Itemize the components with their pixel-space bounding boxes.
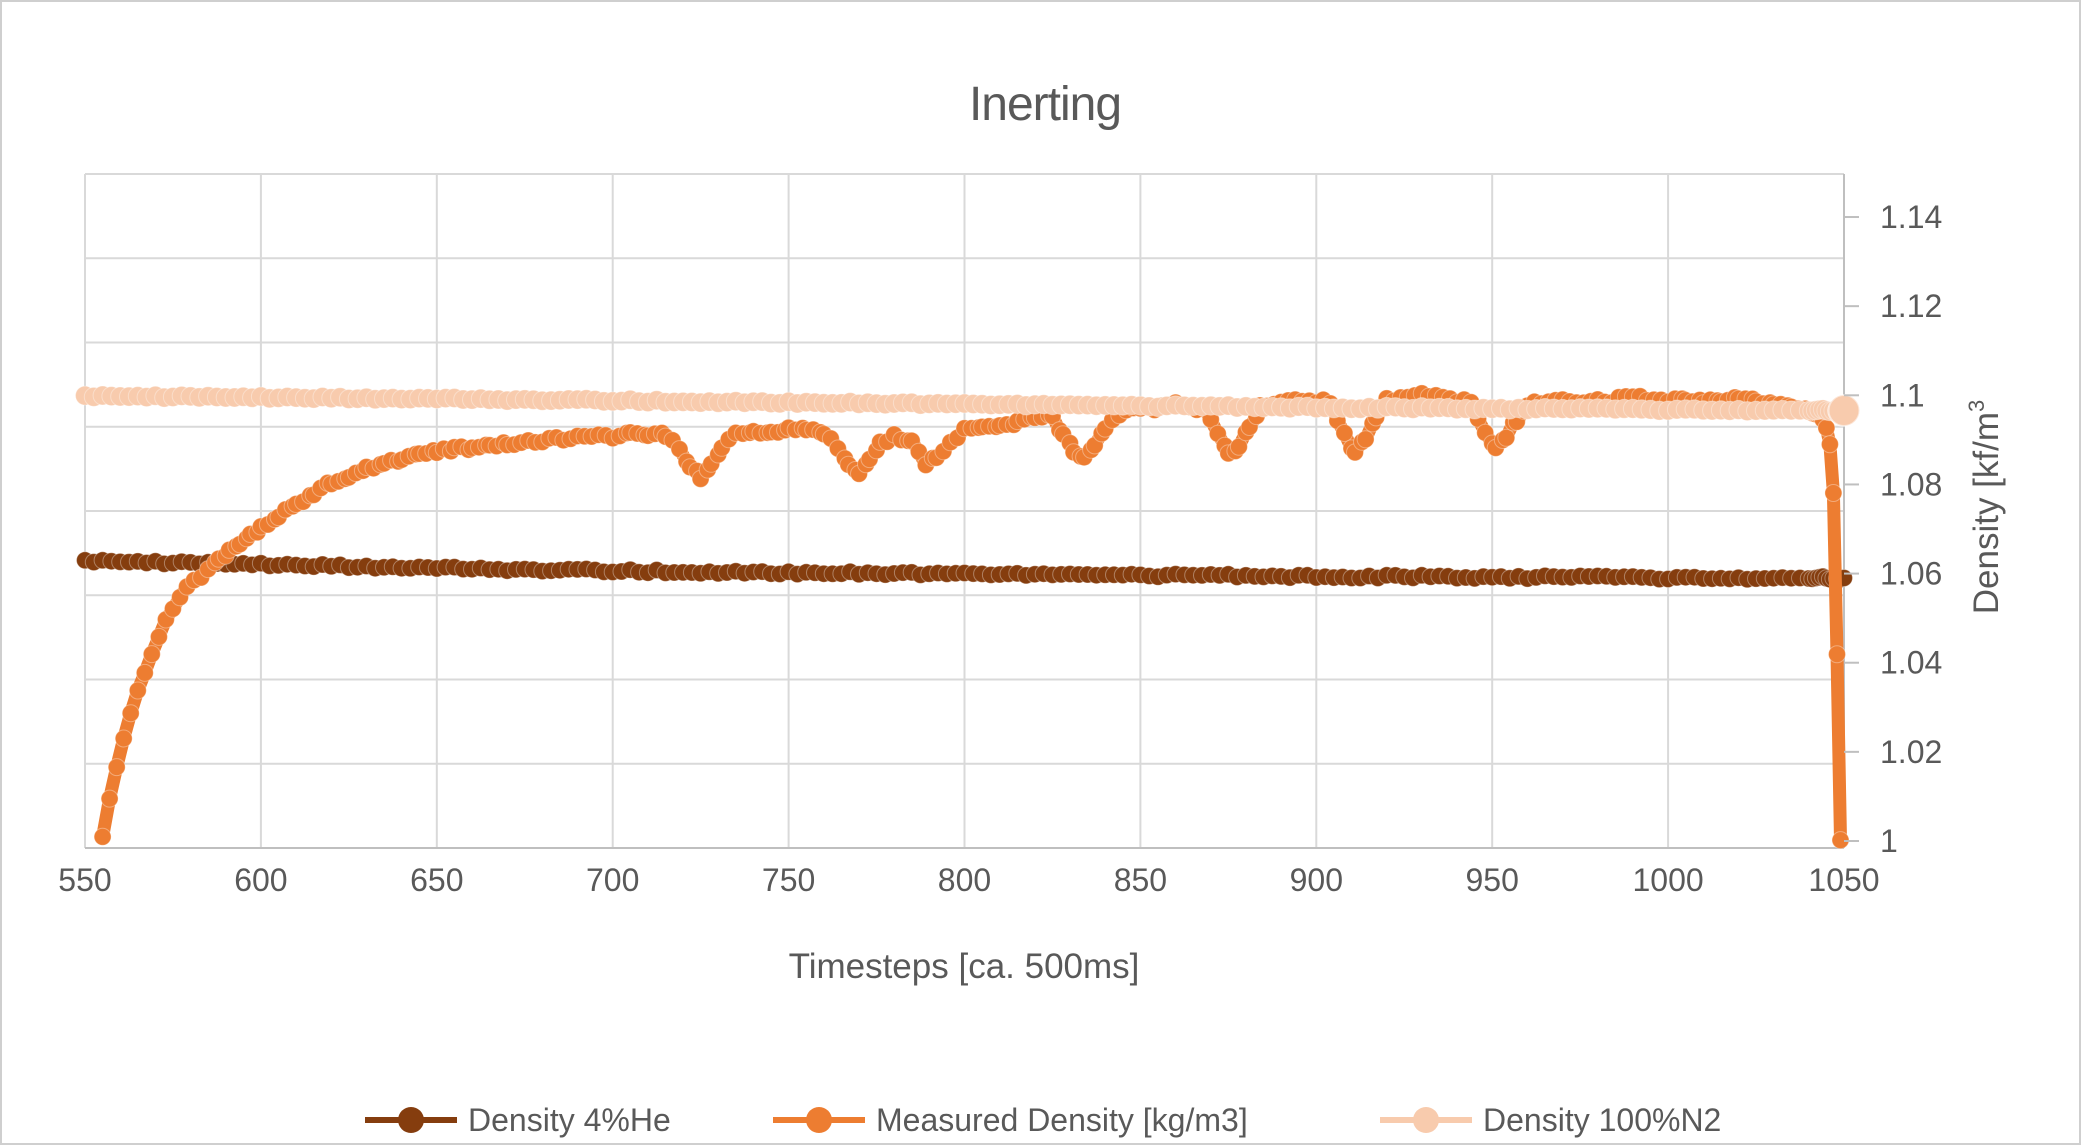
series-point [1497,428,1516,447]
series-point [128,681,147,700]
x-tick-label: 550 [58,862,111,898]
y-tick-label: 1.02 [1880,734,1942,770]
series-end-marker [1827,393,1861,427]
y-tick-label: 1 [1880,823,1898,859]
series-point [149,627,168,646]
series-point [1356,430,1375,449]
x-tick-label: 650 [410,862,463,898]
x-tick-label: 1000 [1633,862,1704,898]
series-point [1820,435,1839,454]
series-point [1229,437,1248,456]
series-point [93,827,112,846]
series-point [1335,424,1354,442]
legend-marker-measured-density [806,1107,832,1133]
y-axis-title-superscript: 3 [1964,400,1989,412]
series-point [107,758,126,777]
legend-label-density-4he: Density 4%He [468,1102,671,1138]
legend: Density 4%He Measured Density [kg/m3] De… [365,1102,1721,1138]
x-tick-label: 950 [1466,862,1519,898]
y-tick-label: 1.14 [1880,199,1942,235]
series-layer [75,384,1861,850]
series-point [121,704,140,723]
series-point [114,729,133,748]
y-tick-label: 1.1 [1880,377,1924,413]
x-tick-label: 850 [1114,862,1167,898]
chart-title: Inerting [969,78,1121,131]
series-point [1824,484,1843,502]
x-tick-label: 1050 [1808,862,1879,898]
series-point [1828,645,1846,664]
series-point [100,789,119,808]
legend-item-measured-density: Measured Density [kg/m3] [773,1102,1248,1138]
legend-label-density-100n2: Density 100%N2 [1483,1102,1721,1138]
legend-item-density-4he: Density 4%He [365,1102,671,1138]
x-tick-label: 800 [938,862,991,898]
y-tick-label: 1.06 [1880,556,1942,592]
x-tick-label: 600 [234,862,287,898]
x-axis-title: Timesteps [ca. 500ms] [789,947,1140,986]
legend-marker-density-4he [398,1107,424,1133]
legend-label-measured-density: Measured Density [kg/m3] [876,1102,1248,1138]
y-axis-title-text: Density [kf/m [1967,412,2006,614]
x-tick-label: 900 [1290,862,1343,898]
series-point [142,645,161,664]
gridlines [84,173,1845,849]
legend-marker-density-100n2 [1413,1107,1439,1133]
y-tick-label: 1.12 [1880,288,1942,324]
y-tick-label: 1.08 [1880,466,1942,502]
x-tick-label: 700 [586,862,639,898]
x-tick-label: 750 [762,862,815,898]
legend-item-density-100n2: Density 100%N2 [1380,1102,1721,1138]
y-tick-label: 1.04 [1880,645,1942,681]
y-axis-title: Density [kf/m3 [1964,400,2006,615]
series-point [135,663,154,682]
